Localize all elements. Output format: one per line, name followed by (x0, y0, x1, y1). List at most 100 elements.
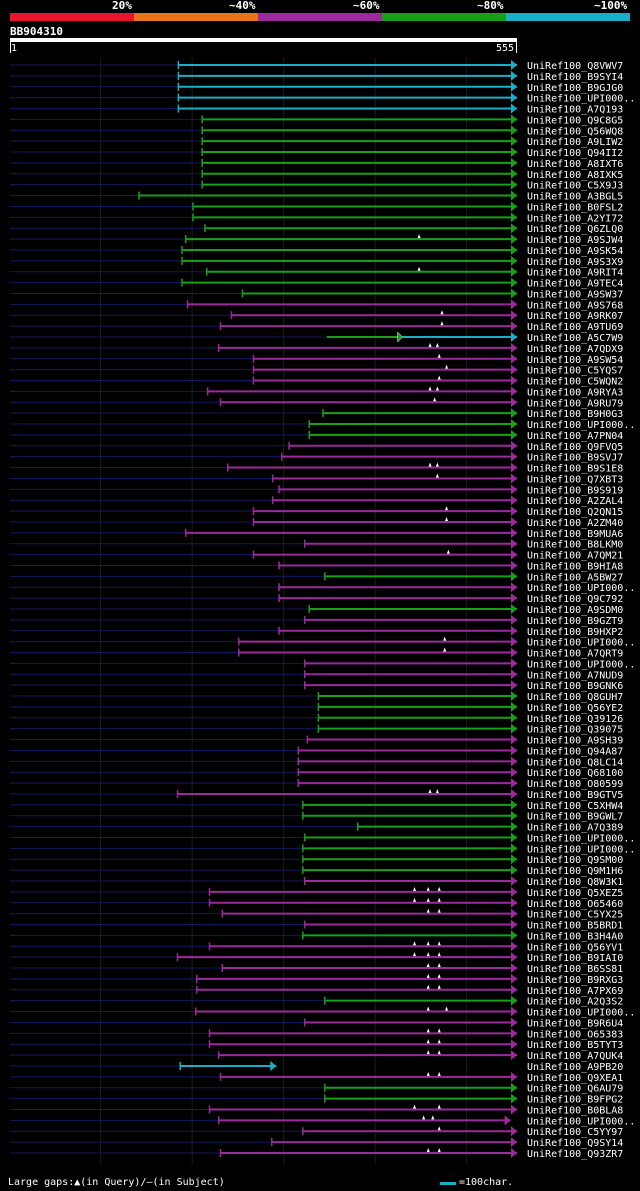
hit-row[interactable]: UniRef100_A9S768 (10, 299, 623, 311)
hit-label[interactable]: UniRef100_A9SJW4 (527, 235, 623, 246)
hit-row[interactable]: UniRef100_UPI000.. (10, 92, 635, 105)
hit-label[interactable]: UniRef100_B9SVJ7 (527, 453, 623, 464)
hit-row[interactable]: UniRef100_A8IXT6 (10, 157, 623, 170)
hit-row[interactable]: UniRef100_A7NUD9 (10, 669, 623, 681)
hit-row[interactable]: UniRef100_A7QDX9 (10, 342, 623, 355)
hit-label[interactable]: UniRef100_A2YI72 (527, 213, 623, 224)
hit-label[interactable]: UniRef100_C5X9J3 (527, 181, 623, 192)
hit-label[interactable]: UniRef100_A2ZAL4 (527, 496, 623, 507)
hit-row[interactable]: UniRef100_C5YY97 (10, 1126, 623, 1138)
hit-row[interactable]: UniRef100_B9GTV5 (10, 788, 623, 801)
hit-row[interactable]: UniRef100_Q7XBT3 (10, 473, 623, 485)
hit-label[interactable]: UniRef100_Q5XEZ5 (527, 888, 623, 899)
hit-label[interactable]: UniRef100_Q68100 (527, 768, 623, 779)
hit-label[interactable]: UniRef100_A9TU69 (527, 322, 623, 333)
hit-row[interactable]: UniRef100_Q56WQ8 (10, 125, 623, 137)
hit-row[interactable]: UniRef100_A9SJW4 (10, 234, 623, 246)
hit-label[interactable]: UniRef100_Q93ZR7 (527, 1149, 623, 1160)
hit-label[interactable]: UniRef100_B9GWL7 (527, 812, 623, 823)
hit-row[interactable]: UniRef100_Q2QN15 (10, 506, 623, 518)
hit-row[interactable]: UniRef100_B0FSL2 (10, 201, 623, 213)
hit-row[interactable]: UniRef100_A2ZM40 (10, 516, 623, 529)
hit-label[interactable]: UniRef100_Q56YV1 (527, 942, 623, 953)
hit-row[interactable]: UniRef100_Q8W3K1 (10, 876, 623, 888)
hit-label[interactable]: UniRef100_B6SS81 (527, 964, 623, 975)
hit-label[interactable]: UniRef100_UPI000.. (527, 1008, 635, 1019)
hit-label[interactable]: UniRef100_B9SYI4 (527, 72, 623, 83)
hit-row[interactable]: UniRef100_B9SYI4 (10, 70, 623, 83)
hit-row[interactable]: UniRef100_A7QUK4 (10, 1050, 623, 1062)
hit-label[interactable]: UniRef100_A9SDM0 (527, 605, 623, 616)
hit-label[interactable]: UniRef100_A7QM21 (527, 551, 623, 562)
hit-row[interactable]: UniRef100_A2Q3S2 (10, 995, 623, 1008)
hit-label[interactable]: UniRef100_Q56WQ8 (527, 126, 623, 137)
hit-label[interactable]: UniRef100_Q7XBT3 (527, 474, 623, 485)
hit-label[interactable]: UniRef100_Q9SM00 (527, 855, 623, 866)
hit-row[interactable]: UniRef100_UPI000.. (10, 843, 635, 855)
hit-row[interactable]: UniRef100_Q9C8G5 (10, 114, 623, 126)
hit-row[interactable]: UniRef100_B5BRD1 (10, 919, 623, 932)
hit-label[interactable]: UniRef100_Q6ZLQ0 (527, 224, 623, 235)
hit-row[interactable]: UniRef100_UPI000.. (10, 658, 635, 670)
hit-label[interactable]: UniRef100_Q6AU79 (527, 1084, 623, 1095)
hit-label[interactable]: UniRef100_B9FPG2 (527, 1095, 623, 1106)
hit-row[interactable]: UniRef100_B9FPG2 (10, 1093, 623, 1106)
hit-row[interactable]: UniRef100_B9GWL7 (10, 810, 623, 823)
hit-label[interactable]: UniRef100_A9PB20 (527, 1062, 623, 1073)
hit-label[interactable]: UniRef100_C5WQN2 (527, 377, 623, 388)
hit-row[interactable]: UniRef100_Q9SY14 (10, 1137, 623, 1149)
hit-label[interactable]: UniRef100_A9SW37 (527, 289, 623, 300)
hit-label[interactable]: UniRef100_A7QUK4 (527, 1051, 623, 1062)
hit-label[interactable]: UniRef100_Q56YE2 (527, 703, 623, 714)
hit-label[interactable]: UniRef100_Q8LC14 (527, 757, 623, 768)
hit-label[interactable]: UniRef100_Q2QN15 (527, 507, 623, 518)
hit-row[interactable]: UniRef100_Q8GUH7 (10, 691, 623, 703)
hit-label[interactable]: UniRef100_A8IXT6 (527, 159, 623, 170)
hit-row[interactable]: UniRef100_O65383 (10, 1028, 623, 1040)
hit-label[interactable]: UniRef100_Q8W3K1 (527, 877, 623, 888)
hit-row[interactable]: UniRef100_A5BW27 (10, 571, 623, 583)
hit-row[interactable]: UniRef100_B9HXP2 (10, 625, 623, 638)
hit-row[interactable]: UniRef100_C5X9J3 (10, 179, 623, 192)
hit-label[interactable]: UniRef100_UPI000.. (527, 94, 635, 105)
hit-row[interactable]: UniRef100_Q94II2 (10, 147, 623, 159)
hit-row[interactable]: UniRef100_B5TYT3 (10, 1039, 623, 1051)
hit-label[interactable]: UniRef100_A7Q389 (527, 823, 623, 834)
hit-row[interactable]: UniRef100_A8IXK5 (10, 168, 623, 181)
hit-row[interactable]: UniRef100_UPI000.. (10, 1006, 635, 1019)
hit-row[interactable]: UniRef100_Q9SM00 (10, 854, 623, 866)
hit-label[interactable]: UniRef100_B9IAI0 (527, 953, 623, 964)
hit-row[interactable]: UniRef100_O65460 (10, 897, 623, 910)
hit-row[interactable]: UniRef100_O80599 (10, 778, 623, 790)
hit-label[interactable]: UniRef100_O80599 (527, 779, 623, 790)
hit-row[interactable]: UniRef100_B0BLA8 (10, 1104, 623, 1116)
hit-row[interactable]: UniRef100_Q9FVQ5 (10, 440, 623, 453)
hit-label[interactable]: UniRef100_UPI000.. (527, 833, 635, 844)
hit-row[interactable]: UniRef100_A9RIT4 (10, 266, 623, 279)
hit-label[interactable]: UniRef100_A7NUD9 (527, 670, 623, 681)
hit-label[interactable]: UniRef100_Q9XEA1 (527, 1073, 623, 1084)
hit-label[interactable]: UniRef100_Q39075 (527, 725, 623, 736)
hit-row[interactable]: UniRef100_B3H4A0 (10, 930, 623, 942)
hit-row[interactable]: UniRef100_A2ZAL4 (10, 495, 623, 507)
hit-label[interactable]: UniRef100_B9GJG0 (527, 83, 623, 94)
hit-label[interactable]: UniRef100_C5YQS7 (527, 366, 623, 377)
hit-row[interactable]: UniRef100_Q9M1H6 (10, 865, 623, 877)
hit-row[interactable]: UniRef100_B9R6U4 (10, 1017, 623, 1029)
hit-row[interactable]: UniRef100_A9SH39 (10, 734, 623, 747)
hit-label[interactable]: UniRef100_B3H4A0 (527, 931, 623, 942)
hit-label[interactable]: UniRef100_B9S919 (527, 485, 623, 496)
hit-row[interactable]: UniRef100_A9PB20 (10, 1060, 623, 1073)
hit-row[interactable]: UniRef100_Q5XEZ5 (10, 886, 623, 899)
hit-row[interactable]: UniRef100_A7PX69 (10, 984, 623, 997)
hit-row[interactable]: UniRef100_B9S1E8 (10, 462, 623, 475)
hit-label[interactable]: UniRef100_UPI000.. (527, 659, 635, 670)
hit-label[interactable]: UniRef100_UPI000.. (527, 844, 635, 855)
hit-row[interactable]: UniRef100_B9S919 (10, 484, 623, 496)
hit-row[interactable]: UniRef100_A2YI72 (10, 212, 623, 224)
hit-row[interactable]: UniRef100_Q8LC14 (10, 756, 623, 768)
hit-row[interactable]: UniRef100_Q93ZR7 (10, 1148, 623, 1160)
hit-label[interactable]: UniRef100_B9GNK6 (527, 681, 623, 692)
hit-label[interactable]: UniRef100_B9GZT9 (527, 616, 623, 627)
hit-label[interactable]: UniRef100_A7Q193 (527, 105, 623, 116)
